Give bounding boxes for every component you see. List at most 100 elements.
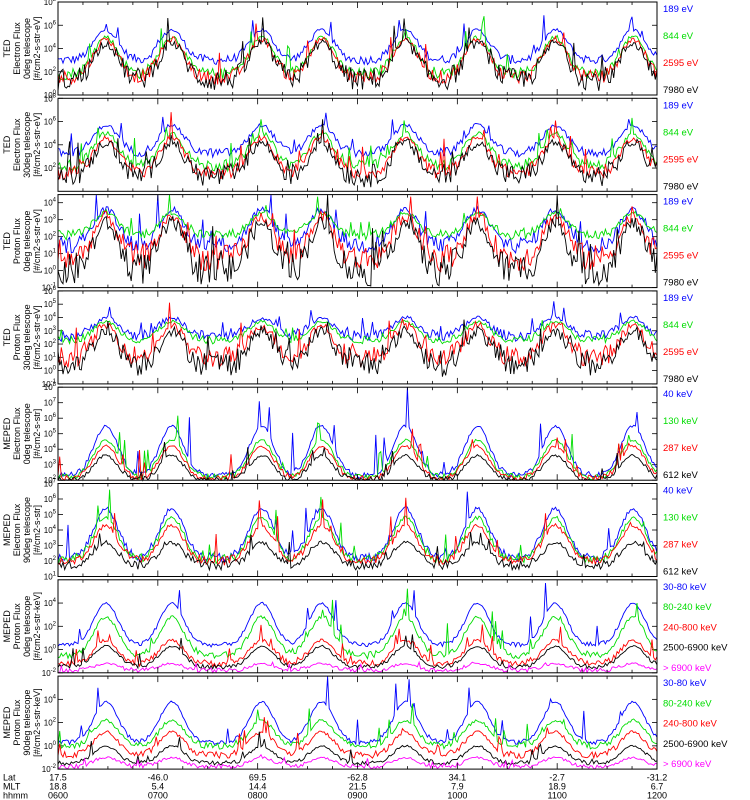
series-line — [57, 676, 658, 747]
y-axis-label: MEPEDProton Flux0deg telescope[#/cm2-s-s… — [2, 592, 42, 661]
flux-panel: MEPEDProton Flux90deg telescope[#/cm2-s-… — [2, 675, 728, 774]
flux-panel: TEDElectron Flux0deg telescope[#/cm2-s-s… — [2, 0, 699, 100]
legend-entry: 189 eV — [663, 197, 694, 208]
footer-value: -62.8 — [347, 772, 368, 782]
y-tick-label: 100 — [44, 266, 57, 276]
footer-value: 1200 — [647, 790, 667, 800]
series-line — [57, 387, 658, 479]
panel-frame — [57, 1, 658, 96]
series-line — [57, 15, 658, 66]
series-line — [57, 194, 658, 255]
y-tick-label: 102 — [44, 556, 57, 566]
y-tick-label: 107 — [44, 398, 57, 408]
y-axis-label: TEDProton Flux0deg telescope[#/cm2-s-str… — [2, 209, 42, 273]
legend-entry: > 6900 keV — [663, 759, 712, 770]
y-tick-label: 104 — [44, 598, 57, 608]
legend-entry: 7980 eV — [663, 85, 699, 96]
footer-value: -2.7 — [549, 772, 565, 782]
y-axis-label: TEDElectron Flux0deg telescope[#/cm2-s-s… — [2, 16, 42, 80]
series-line — [57, 582, 658, 648]
legend-entry: 30-80 keV — [663, 678, 707, 689]
legend-entry: 189 eV — [663, 100, 694, 111]
y-tick-label: 104 — [44, 198, 57, 208]
y-tick-label: 10-1 — [42, 379, 57, 389]
series-line — [57, 489, 658, 565]
y-tick-label: 10-2 — [42, 764, 57, 774]
footer-value: 14.4 — [249, 781, 267, 791]
y-tick-label: 104 — [44, 312, 57, 322]
y-tick-label: 103 — [44, 460, 57, 470]
y-tick-label: 102 — [44, 232, 57, 242]
y-tick-label: 108 — [44, 93, 57, 103]
legend-entry: 130 keV — [663, 416, 699, 427]
series-line — [57, 588, 658, 660]
legend-entry: 844 eV — [663, 320, 694, 331]
footer-value: 7.9 — [451, 781, 464, 791]
y-tick-label: 103 — [44, 541, 57, 551]
y-tick-label: 101 — [44, 249, 57, 259]
legend-entry: 240-800 keV — [663, 622, 718, 633]
y-tick-label: 103 — [44, 326, 57, 336]
footer-value: 1100 — [547, 790, 566, 800]
legend-entry: 40 keV — [663, 486, 693, 497]
series-line — [57, 196, 658, 273]
y-axis-label: TEDElectron Flux30deg telescope[#/cm2-s-… — [2, 112, 42, 178]
series-line — [57, 119, 658, 188]
y-tick-label: 105 — [44, 510, 57, 520]
y-tick-label: 100 — [44, 366, 57, 376]
series-line — [57, 17, 658, 92]
legend-entry: 844 eV — [663, 127, 694, 138]
footer-value: -46.0 — [148, 772, 169, 782]
y-tick-label: 104 — [44, 140, 57, 150]
legend-entry: 30-80 keV — [663, 582, 707, 593]
legend-entry: 7980 eV — [663, 181, 699, 192]
y-tick-label: 106 — [44, 117, 57, 127]
series-line — [57, 624, 658, 668]
series-line — [57, 112, 658, 180]
y-tick-label: 105 — [44, 299, 57, 309]
y-tick-label: 105 — [44, 429, 57, 439]
y-tick-label: 10-2 — [42, 668, 57, 678]
series-line — [57, 301, 658, 343]
legend-entry: 2500-6900 keV — [663, 739, 728, 750]
series-line — [57, 731, 658, 767]
legend-entry: 7980 eV — [663, 374, 699, 385]
footer-row-label: hhmm — [3, 790, 28, 800]
y-tick-label: 108 — [44, 382, 57, 392]
flux-panel: TEDProton Flux0deg telescope[#/cm2-s-str… — [2, 194, 699, 293]
footer-value: 1000 — [447, 790, 467, 800]
legend-entry: 240-800 keV — [663, 719, 718, 730]
legend-entry: 80-240 keV — [663, 602, 712, 613]
footer-row-label: Lat — [3, 772, 16, 782]
flux-panel: MEPEDProton Flux0deg telescope[#/cm2-s-s… — [2, 579, 728, 678]
legend-entry: 612 keV — [663, 470, 699, 481]
legend-entry: 2595 eV — [663, 58, 699, 69]
series-line — [57, 194, 658, 287]
footer-row-label: MLT — [3, 781, 21, 791]
y-tick-label: 10-1 — [42, 283, 57, 293]
y-tick-label: 103 — [44, 215, 57, 225]
legend-entry: 2595 eV — [663, 347, 699, 358]
footer-value: 0900 — [347, 790, 367, 800]
y-tick-label: 101 — [44, 352, 57, 362]
y-tick-label: 100 — [44, 90, 57, 100]
series-line — [57, 194, 658, 242]
series-line — [57, 415, 658, 481]
y-axis-label: MEPEDElectron Flux90deg telescope[#/cm2-… — [2, 497, 42, 563]
legend-entry: > 6900 keV — [663, 663, 712, 674]
legend-entry: 2500-6900 keV — [663, 643, 728, 654]
legend-entry: 40 keV — [663, 389, 693, 400]
y-tick-label: 108 — [44, 0, 57, 7]
series-line — [57, 23, 658, 86]
series-line — [57, 531, 658, 572]
legend-entry: 287 keV — [663, 540, 699, 551]
legend-entry: 189 eV — [663, 4, 694, 15]
y-tick-label: 104 — [44, 444, 57, 454]
panel-frame — [57, 579, 658, 674]
footer-value: -31.2 — [647, 772, 668, 782]
y-axis-label: MEPEDElectron Flux0deg telescope[#/cm2-s… — [2, 403, 42, 464]
legend-entry: 844 eV — [663, 224, 694, 235]
footer-value: 21.5 — [349, 781, 367, 791]
footer-value: 0600 — [48, 790, 68, 800]
